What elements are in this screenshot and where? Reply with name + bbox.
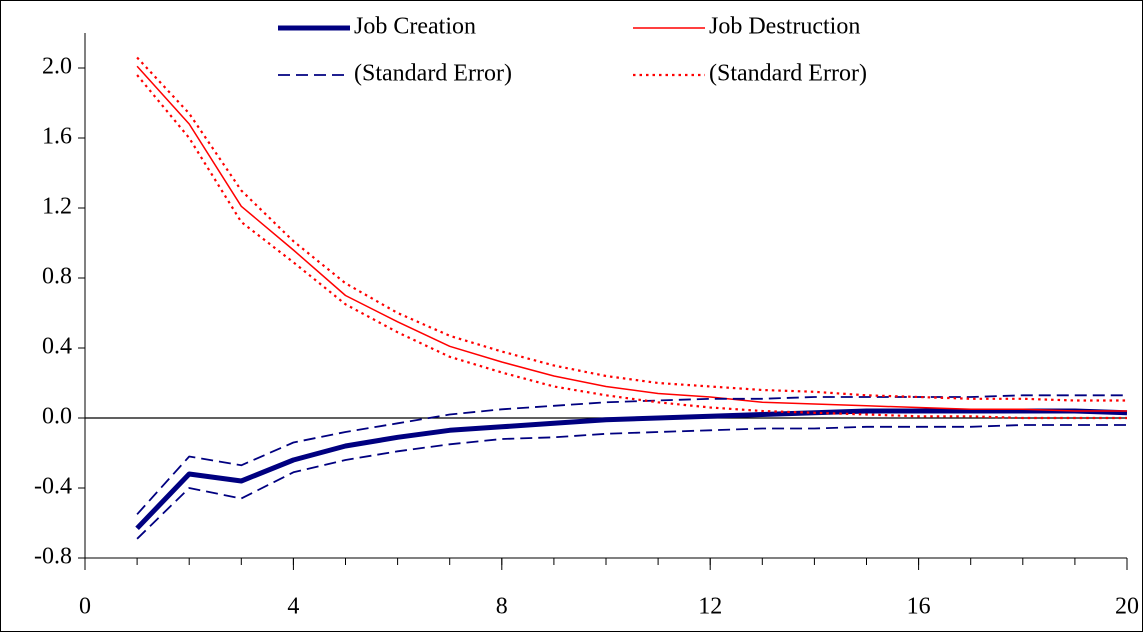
legend-label: (Standard Error) bbox=[354, 61, 512, 87]
y-tick-label: 0.8 bbox=[42, 264, 72, 290]
error-lower-line bbox=[136, 74, 1127, 420]
y-tick-label: 2.0 bbox=[42, 54, 72, 80]
legend-label: (Standard Error) bbox=[709, 61, 867, 87]
y-tick-label: 1.2 bbox=[42, 194, 72, 220]
x-tick-label: 8 bbox=[496, 594, 508, 620]
x-tick-label: 12 bbox=[698, 594, 722, 620]
series-line bbox=[136, 65, 1127, 412]
legend-label: Job Creation bbox=[354, 14, 476, 40]
y-tick-label: 0.0 bbox=[42, 404, 72, 430]
y-tick-label: 0.4 bbox=[42, 334, 72, 360]
error-lower-line bbox=[136, 424, 1127, 540]
y-tick-label: -0.8 bbox=[34, 544, 72, 570]
x-tick-label: 4 bbox=[287, 594, 299, 620]
x-tick-label: 16 bbox=[907, 594, 931, 620]
series-line bbox=[135, 408, 1128, 531]
legend-label: Job Destruction bbox=[709, 14, 860, 40]
error-upper-line bbox=[136, 56, 1127, 402]
x-tick-label: 0 bbox=[79, 594, 91, 620]
y-tick-label: -0.4 bbox=[34, 474, 72, 500]
error-upper-line bbox=[136, 394, 1127, 515]
y-tick-label: 1.6 bbox=[42, 124, 72, 150]
x-tick-label: 20 bbox=[1115, 594, 1139, 620]
